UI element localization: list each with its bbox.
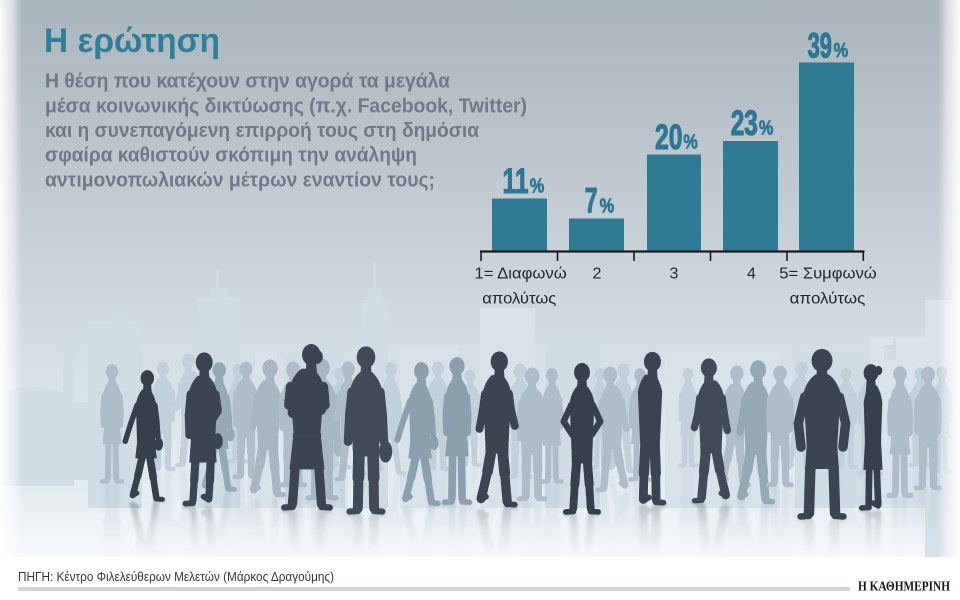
- svg-text:7: 7: [585, 182, 598, 221]
- svg-text:%: %: [834, 40, 849, 62]
- svg-text:39: 39: [808, 26, 832, 65]
- svg-text:5= Συμφωνώ: 5= Συμφωνώ: [779, 266, 876, 283]
- svg-text:και η συνεπαγόμενη επιρροή του: και η συνεπαγόμενη επιρροή τους στη δημό…: [45, 120, 480, 142]
- svg-text:αντιμονοπωλιακών μέτρων εναντί: αντιμονοπωλιακών μέτρων εναντίον τους;: [45, 169, 435, 191]
- svg-text:απολύτως: απολύτως: [790, 290, 866, 307]
- svg-text:Η θέση που κατέχουν στην αγορά: Η θέση που κατέχουν στην αγορά τα μεγάλα: [45, 71, 451, 93]
- svg-text:2: 2: [593, 266, 602, 283]
- svg-text:σφαίρα καθιστούν σκόπιμη την α: σφαίρα καθιστούν σκόπιμη την ανάληψη: [45, 145, 417, 167]
- svg-text:ΠΗΓΗ: Κέντρο Φιλελεύθερων Μελε: ΠΗΓΗ: Κέντρο Φιλελεύθερων Μελετών (Μάρκο…: [18, 570, 334, 584]
- svg-text:3: 3: [670, 266, 679, 283]
- svg-text:%: %: [530, 176, 545, 198]
- svg-text:μέσα κοινωνικής δικτύωσης (π.χ: μέσα κοινωνικής δικτύωσης (π.χ. Facebook…: [45, 95, 527, 117]
- svg-text:1= Διαφωνώ: 1= Διαφωνώ: [475, 266, 567, 283]
- svg-text:απολύτως: απολύτως: [482, 290, 556, 307]
- svg-text:%: %: [759, 118, 774, 140]
- svg-text:4: 4: [747, 266, 756, 283]
- svg-text:%: %: [600, 195, 615, 217]
- svg-text:20: 20: [655, 118, 683, 157]
- svg-text:%: %: [683, 132, 698, 154]
- svg-text:Η ερώτηση: Η ερώτηση: [44, 22, 220, 60]
- svg-text:11: 11: [503, 162, 529, 201]
- svg-text:Η ΚΑΘΗΜΕΡΙΝΗ: Η ΚΑΘΗΜΕΡΙΝΗ: [858, 579, 950, 594]
- svg-text:23: 23: [731, 104, 758, 143]
